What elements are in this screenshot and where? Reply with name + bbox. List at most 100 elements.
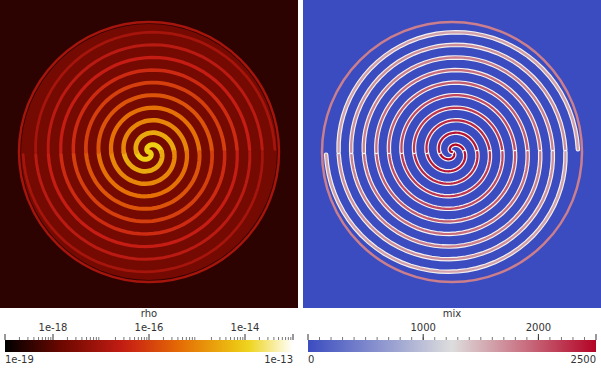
tick-label: 1e-18: [39, 322, 68, 333]
minor-tick: [240, 337, 241, 340]
minor-tick: [48, 337, 49, 340]
image: [303, 0, 601, 308]
minor-tick: [278, 337, 279, 340]
minor-tick: [123, 337, 124, 340]
tick: [423, 334, 424, 340]
tick: [53, 334, 54, 340]
tick-label: 1000: [410, 322, 435, 333]
outer-ring: [322, 22, 582, 282]
colorbar: [308, 340, 596, 352]
image: [0, 0, 298, 308]
arm-halo: [401, 95, 514, 152]
spiral-arm: [389, 152, 502, 209]
outer-ring: [19, 22, 279, 282]
spiral-arm: [364, 152, 528, 234]
tick-label: 2500: [571, 354, 596, 365]
minor-tick: [288, 337, 289, 340]
spiral-arm: [48, 45, 262, 152]
spiral-arm: [147, 145, 162, 152]
spiral-arm: [326, 152, 565, 272]
spiral-arm: [111, 108, 199, 152]
spiral-arm: [48, 152, 237, 247]
minor-tick: [492, 337, 493, 340]
minor-tick: [290, 337, 291, 340]
tick-label: 2000: [526, 322, 551, 333]
minor-tick: [98, 337, 99, 340]
minor-tick: [242, 337, 243, 340]
minor-tick: [86, 337, 87, 340]
minor-tick: [96, 337, 97, 340]
minor-tick: [211, 337, 212, 340]
minor-tick: [480, 337, 481, 340]
minor-tick: [354, 337, 355, 340]
spiral-arm: [339, 32, 578, 152]
colorbar: [5, 340, 293, 352]
minor-tick: [230, 337, 231, 340]
panel: mix0100020002500: [303, 0, 601, 365]
minor-tick: [115, 337, 116, 340]
spiral-arm: [124, 152, 162, 171]
spiral-arm: [111, 152, 174, 184]
tick-label: 0: [308, 354, 314, 365]
spiral-arm: [23, 152, 262, 272]
spiral-arm: [123, 120, 186, 152]
minor-tick: [194, 337, 195, 340]
minor-tick: [192, 337, 193, 340]
minor-tick: [177, 337, 178, 340]
minor-tick: [457, 337, 458, 340]
arm-halo: [364, 152, 528, 234]
disk: [21, 24, 277, 280]
tick: [308, 334, 309, 340]
minor-tick: [365, 337, 366, 340]
minor-tick: [138, 337, 139, 340]
spiral-arm: [414, 108, 502, 152]
minor-tick: [134, 337, 135, 340]
disk: [324, 24, 580, 280]
tick: [5, 334, 6, 340]
minor-tick: [584, 337, 585, 340]
minor-tick: [189, 337, 190, 340]
spiral-arm: [414, 152, 477, 184]
tick-label: 1e-16: [135, 322, 164, 333]
minor-tick: [331, 337, 332, 340]
tick-label: 1e-13: [264, 354, 293, 365]
minor-tick: [469, 337, 470, 340]
minor-tick: [42, 337, 43, 340]
spiral-arm: [439, 133, 477, 152]
minor-tick: [434, 337, 435, 340]
minor-tick: [141, 337, 142, 340]
minor-tick: [219, 337, 220, 340]
arm-halo: [402, 152, 490, 196]
minor-tick: [186, 337, 187, 340]
arm-halo: [426, 120, 489, 152]
minor-tick: [285, 337, 286, 340]
minor-tick: [146, 337, 147, 340]
minor-tick: [163, 337, 164, 340]
minor-tick: [446, 337, 447, 340]
spiral-arm: [450, 145, 465, 152]
spiral-arm: [376, 70, 540, 152]
minor-tick: [237, 337, 238, 340]
arm-halo: [376, 70, 540, 152]
spiral-arm: [402, 152, 490, 196]
spiral-arm: [401, 95, 514, 152]
tick: [293, 334, 294, 340]
minor-tick: [67, 337, 68, 340]
arm-halo: [351, 45, 565, 152]
minor-tick: [549, 337, 550, 340]
tick-label: 1e-19: [5, 354, 34, 365]
minor-tick: [273, 337, 274, 340]
spiral-arm: [377, 152, 516, 221]
tick: [245, 334, 246, 340]
minor-tick: [93, 337, 94, 340]
spiral-arm: [351, 45, 565, 152]
minor-tick: [319, 337, 320, 340]
spiral-arm: [61, 57, 250, 152]
spiral-arm: [99, 152, 187, 196]
arm-halo: [389, 83, 528, 152]
spiral-arm: [427, 152, 465, 171]
minor-tick: [144, 337, 145, 340]
minor-tick: [38, 337, 39, 340]
minor-tick: [388, 337, 389, 340]
arm-halo: [414, 108, 502, 152]
